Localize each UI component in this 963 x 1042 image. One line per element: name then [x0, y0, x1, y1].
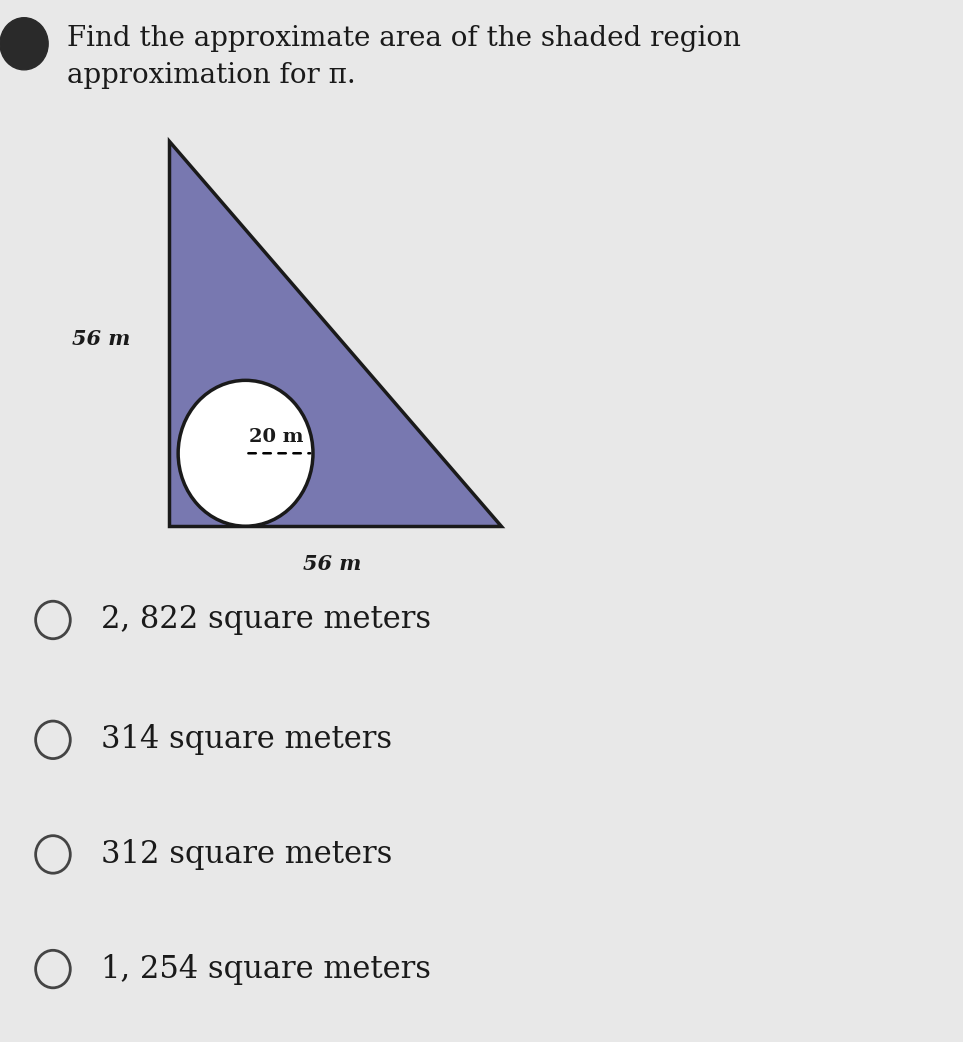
Circle shape — [0, 18, 48, 70]
Text: 314 square meters: 314 square meters — [101, 724, 392, 755]
Text: approximation for π.: approximation for π. — [67, 61, 356, 89]
Text: 56 m: 56 m — [71, 328, 130, 349]
Text: Find the approximate area of the shaded region: Find the approximate area of the shaded … — [67, 25, 742, 52]
Text: 312 square meters: 312 square meters — [101, 839, 393, 870]
Polygon shape — [169, 141, 501, 526]
Text: 20 m: 20 m — [248, 428, 303, 446]
Circle shape — [178, 380, 313, 526]
Text: 56 m: 56 m — [303, 554, 361, 574]
Text: 1, 254 square meters: 1, 254 square meters — [101, 953, 431, 985]
Text: 2, 822 square meters: 2, 822 square meters — [101, 604, 431, 636]
